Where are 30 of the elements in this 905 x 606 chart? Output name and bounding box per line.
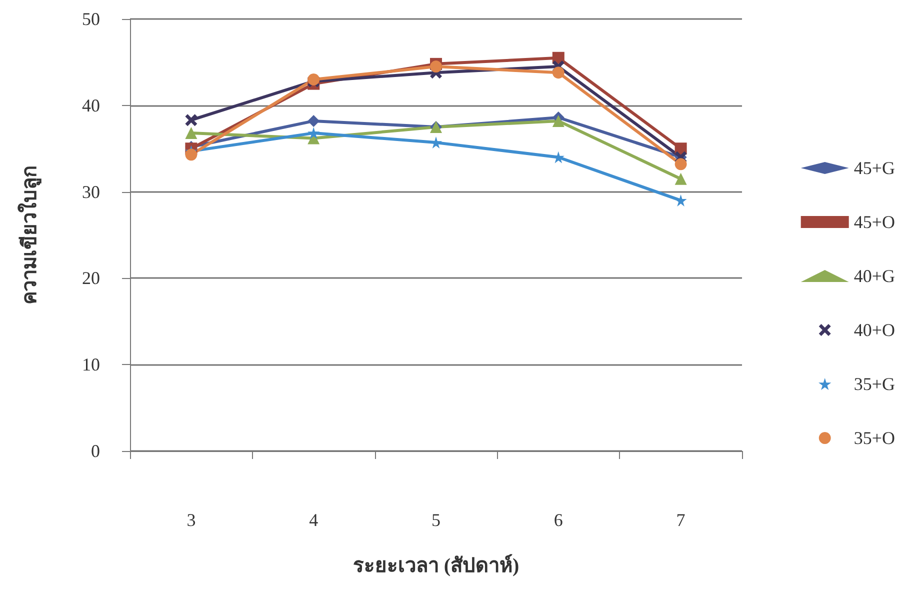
legend-label: 35+O	[854, 428, 896, 448]
point	[674, 194, 687, 206]
point	[552, 114, 564, 127]
y-tick-label: 50	[82, 9, 100, 29]
y-tick-label: 0	[91, 441, 100, 461]
y-tick-label: 30	[82, 182, 100, 202]
point	[185, 148, 198, 161]
y-tick-label: 10	[82, 354, 100, 375]
y-tick-label: 20	[82, 268, 100, 288]
x-axis-title: ระยะเวลา (สัปดาห์)	[352, 554, 520, 577]
x-tick-label: 3	[186, 510, 196, 530]
y-tick-label: 40	[82, 95, 100, 116]
x-tick-label: 7	[676, 510, 686, 530]
x-tick-label: 4	[309, 510, 318, 530]
y-axis-title: ความเขียวใบลูก	[17, 166, 43, 304]
x-tick-label: 5	[432, 510, 440, 530]
point	[430, 60, 442, 73]
x-tick-label: 6	[554, 510, 563, 530]
legend-label: 40+O	[854, 320, 896, 340]
legend-label: 40+G	[854, 266, 896, 286]
point	[674, 158, 687, 170]
point	[185, 127, 198, 140]
point	[308, 114, 320, 127]
point	[185, 114, 198, 126]
point	[308, 127, 320, 140]
legend-label: 45+O	[854, 212, 896, 232]
legend-label: 35+G	[854, 374, 896, 394]
point	[674, 172, 687, 185]
point	[552, 66, 564, 79]
legend-label: 45+G	[854, 158, 896, 178]
